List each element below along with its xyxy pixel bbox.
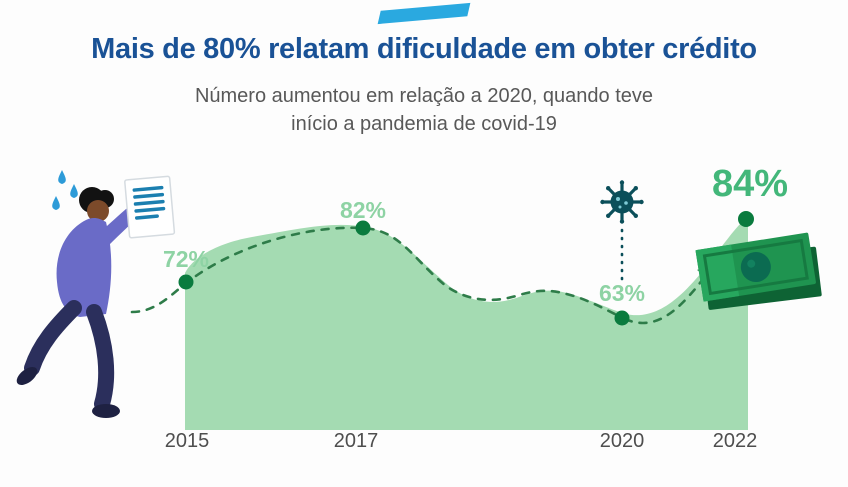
- value-label-2022: 84%: [711, 163, 789, 205]
- chart-area-fill: [185, 218, 748, 430]
- value-label-2017: 82%: [339, 197, 387, 223]
- sweat-drops-icon: [52, 170, 78, 210]
- axis-label-2017: 2017: [333, 430, 379, 452]
- subtitle-line-2: início a pandemia de covid-19: [291, 113, 557, 135]
- data-point-2020: [614, 310, 630, 326]
- data-point-2022: [738, 211, 754, 227]
- value-label-2020: 63%: [598, 280, 646, 306]
- subtitle-line-1: Número aumentou em relação a 2020, quand…: [194, 85, 654, 107]
- value-label-2015: 72%: [162, 246, 210, 272]
- axis-label-2015: 2015: [164, 430, 210, 452]
- axis-label-2020: 2020: [599, 430, 645, 452]
- covid-virus-icon: [600, 180, 644, 224]
- page-subtitle: Número aumentou em relação a 2020, quand…: [0, 82, 848, 138]
- data-point-2015: [178, 274, 194, 290]
- axis-label-2022: 2022: [712, 430, 758, 452]
- page-title: Mais de 80% relatam dificuldade em obter…: [91, 33, 757, 65]
- data-point-2017: [355, 220, 371, 236]
- document-icon: [124, 175, 176, 239]
- money-banknote-icon: [695, 232, 822, 310]
- running-person-illustration: [16, 170, 176, 418]
